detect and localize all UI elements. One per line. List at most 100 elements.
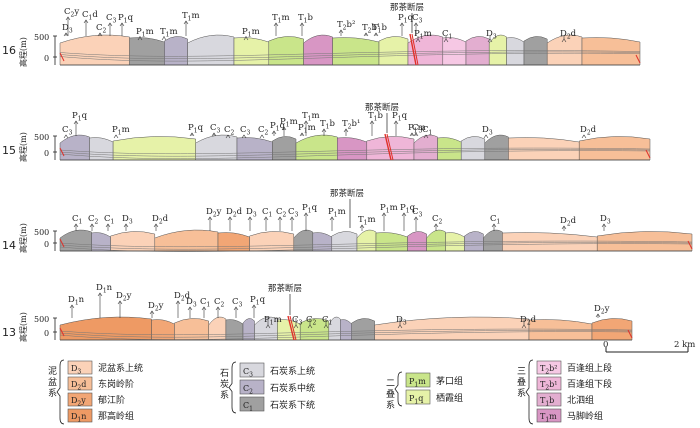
strat-label: T1m — [160, 27, 178, 39]
unit-D3 — [508, 137, 580, 161]
legend-name: 那高岭组 — [98, 410, 134, 422]
unit-C2 — [340, 319, 352, 341]
strat-label: P1m — [298, 123, 316, 135]
strat-label: C2 — [96, 23, 107, 35]
fault-label: 那茶断层 — [365, 102, 399, 113]
strat-label: P1m — [112, 125, 130, 137]
axis-tick-0: 0 — [44, 329, 49, 338]
unit-D2y — [217, 232, 250, 252]
legend-group-name: 叠 — [517, 377, 526, 388]
strat-label: C2 — [276, 207, 287, 219]
legend-code: C1 — [243, 401, 253, 413]
elevation-axis-label: 高程(m) — [18, 37, 28, 67]
legend-name: 栖霞组 — [436, 392, 463, 404]
unit-P1m — [332, 37, 380, 66]
strat-label: C1 — [72, 214, 82, 226]
strat-label: D1n — [68, 295, 85, 307]
legend-code: C3 — [243, 367, 253, 379]
strat-label: P1m — [414, 29, 432, 41]
strat-label: T1b — [372, 23, 388, 35]
strat-label: P1m — [328, 207, 346, 219]
fault-line-secondary — [289, 315, 297, 341]
unit-P1q — [378, 36, 409, 66]
strat-label: C1 — [200, 297, 210, 309]
axis-tick-500: 500 — [34, 315, 49, 324]
strat-label: C2 — [258, 125, 269, 137]
profile-number: 14 — [2, 239, 16, 252]
fault-label: 那茶断层 — [330, 188, 364, 199]
scale-bar: 0 2 km — [603, 340, 695, 353]
strat-label: C3 — [232, 297, 243, 309]
strat-label: P1m — [380, 203, 398, 215]
axis-tick-500: 500 — [34, 33, 49, 42]
legend-group-name: 叠 — [386, 389, 395, 400]
unit-D1n — [59, 316, 152, 341]
strat-label: T1m — [358, 215, 376, 227]
strat-label: C3 — [412, 123, 423, 135]
strat-label: P1m — [280, 117, 298, 129]
scale-start: 0 — [603, 340, 608, 350]
strat-label: C1 — [104, 214, 114, 226]
strat-label: D2d — [520, 315, 537, 327]
strat-label: D3 — [246, 207, 257, 219]
strat-label: D2y — [206, 207, 222, 219]
legend-name: 百逢组上段 — [567, 362, 612, 374]
legend-name: 北泗组 — [567, 394, 594, 406]
strat-label: P1q — [72, 111, 88, 123]
strat-label: C1d — [82, 10, 98, 22]
unit-C2 — [59, 134, 90, 161]
strat-label: C1 — [322, 315, 332, 327]
unit-C2 — [464, 231, 484, 252]
legend-swatch — [67, 360, 93, 375]
fault-label: 那茶断层 — [390, 2, 424, 13]
legend-code: P1q — [409, 394, 423, 406]
strat-label: D3 — [122, 214, 133, 226]
legend-code: D1n — [71, 412, 86, 424]
unit-P1m — [375, 232, 408, 252]
unit-D3 — [546, 34, 583, 66]
fault-line — [409, 33, 417, 66]
axis-tick-0: 0 — [44, 54, 49, 63]
scale-end: 2 km — [674, 340, 695, 350]
strat-label: P1q — [398, 13, 414, 25]
strat-label: T2b¹ — [342, 119, 360, 131]
strat-label: T1b — [298, 13, 314, 25]
legend-name: 石炭系中统 — [270, 382, 315, 394]
legend-name: 泥盆系上统 — [98, 362, 143, 374]
legend-code: D3 — [71, 364, 81, 376]
legend-swatch — [536, 408, 562, 423]
legend-group-name: 泥 — [48, 366, 57, 377]
fault-line — [287, 315, 295, 341]
strat-label: C3 — [292, 315, 303, 327]
strat-label: T1m — [302, 111, 320, 123]
axis-tick-0: 0 — [44, 149, 49, 158]
elevation-axis-label: 高程(m) — [18, 223, 28, 253]
strat-label: D2d — [152, 214, 169, 226]
strat-label: D2d — [226, 207, 243, 219]
strat-label: C3 — [240, 125, 251, 137]
legend-code: C2 — [243, 384, 253, 396]
axis-tick-0: 0 — [44, 240, 49, 249]
strat-label: C2y — [64, 7, 79, 19]
unit-T1b — [413, 134, 438, 161]
profile-number: 16 — [2, 44, 16, 57]
strat-label: D2d — [580, 125, 597, 137]
strat-label: P1q — [270, 121, 286, 133]
legend-swatch — [239, 362, 265, 378]
strat-label: C2 — [306, 315, 317, 327]
strat-label: P1m — [242, 27, 260, 39]
unit-C3 — [506, 37, 525, 66]
unit-P1m — [426, 229, 446, 252]
unit-T1m — [337, 137, 368, 161]
unit-D2d — [528, 319, 593, 341]
legend-group-name: 石 — [220, 369, 229, 379]
legend-group-name: 三 — [517, 367, 526, 377]
unit-D3 — [374, 316, 530, 341]
legend-name: 郁江阶 — [98, 394, 125, 406]
strat-label: T1b — [320, 119, 336, 131]
legend-permian: 二叠系 P1m 茅口组 P1q 栖霞组 — [386, 371, 463, 411]
axis-tick-500: 500 — [34, 228, 49, 237]
legend-group-name: 盆 — [48, 376, 57, 388]
